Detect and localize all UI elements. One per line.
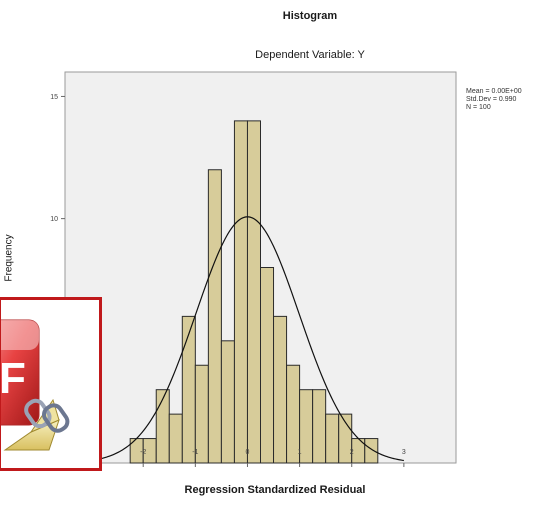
y-tick-label: 10 bbox=[50, 216, 58, 223]
x-tick-label: -2 bbox=[140, 449, 146, 456]
histogram-bar bbox=[246, 120, 261, 464]
y-axis-ticks: 10 15 bbox=[50, 94, 65, 223]
histogram-bar bbox=[220, 340, 235, 464]
histogram-bar bbox=[364, 438, 379, 464]
histogram-bar bbox=[168, 413, 183, 464]
histogram-bar bbox=[312, 389, 327, 464]
x-tick-label: 2 bbox=[350, 449, 354, 456]
x-tick-label: 0 bbox=[246, 449, 250, 456]
summary-statistics: Mean = 0.00E+00 Std.Dev = 0.990 N = 100 bbox=[466, 88, 522, 112]
chart-subtitle: Dependent Variable: Y bbox=[255, 49, 365, 61]
chart-title: Histogram bbox=[282, 10, 338, 22]
x-tick-label: -1 bbox=[192, 449, 198, 456]
stat-n: N = 100 bbox=[466, 104, 491, 111]
x-axis-label: Regression Standardized Residual bbox=[184, 484, 366, 496]
histogram-bar bbox=[273, 315, 288, 464]
histogram-bars bbox=[129, 120, 379, 464]
normal-curve bbox=[90, 216, 404, 462]
x-tick-label: 3 bbox=[402, 449, 406, 456]
stat-mean: Mean = 0.00E+00 bbox=[466, 88, 522, 95]
x-axis-ticks: -2 -1 0 1 2 3 bbox=[140, 449, 406, 467]
histogram-bar bbox=[260, 267, 275, 464]
histogram-bar bbox=[155, 389, 170, 464]
histogram-bar bbox=[181, 315, 196, 464]
histogram-bar bbox=[325, 413, 340, 464]
histogram-bar bbox=[207, 169, 222, 464]
y-tick-label: 15 bbox=[50, 94, 58, 101]
app-icon-thumbnail[interactable]: F bbox=[0, 297, 102, 471]
x-tick-label: 1 bbox=[298, 449, 302, 456]
svg-text:F: F bbox=[1, 354, 26, 403]
document-converter-icon: F bbox=[1, 319, 70, 451]
stat-std-dev: Std.Dev = 0.990 bbox=[466, 96, 517, 103]
histogram-bar bbox=[233, 120, 248, 464]
